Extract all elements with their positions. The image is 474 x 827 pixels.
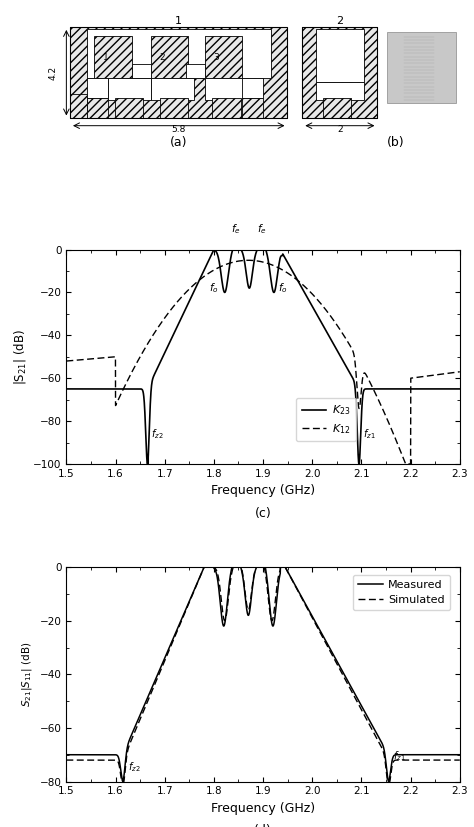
Simulated — [251, 573, 256, 583]
Measured — [229, 563, 235, 573]
Measured — [64, 750, 69, 760]
Bar — [302, 27, 377, 118]
$K_{12}$ — [64, 356, 69, 366]
Text: (c): (c) — [255, 507, 272, 520]
Y-axis label: |S$_{21}$| (dB): |S$_{21}$| (dB) — [11, 329, 27, 385]
Bar — [323, 98, 351, 118]
Text: $f_{z1}$: $f_{z1}$ — [393, 749, 406, 763]
Bar — [302, 27, 377, 118]
Bar — [151, 79, 194, 100]
Bar — [70, 94, 87, 118]
X-axis label: Frequency (GHz): Frequency (GHz) — [211, 802, 315, 815]
Bar — [115, 98, 143, 118]
Simulated — [118, 777, 124, 786]
Line: $K_{23}$: $K_{23}$ — [66, 243, 460, 464]
Line: Simulated: Simulated — [66, 558, 460, 782]
$K_{23}$ — [349, 372, 355, 382]
$K_{12}$ — [349, 345, 355, 355]
$K_{23}$ — [145, 459, 150, 469]
Text: 3: 3 — [213, 53, 219, 62]
Bar — [316, 82, 364, 100]
Simulated — [232, 557, 238, 566]
Bar — [205, 79, 248, 100]
$K_{23}$ — [64, 384, 69, 394]
Bar — [387, 32, 456, 103]
$K_{23}$ — [251, 261, 256, 271]
Bar — [70, 27, 287, 118]
$K_{12}$ — [232, 257, 237, 267]
X-axis label: Frequency (GHz): Frequency (GHz) — [211, 485, 315, 497]
Legend: $K_{23}$, $K_{12}$: $K_{23}$, $K_{12}$ — [296, 398, 356, 442]
Bar — [160, 98, 188, 118]
Text: 4.2: 4.2 — [49, 65, 58, 79]
Simulated — [349, 687, 355, 697]
Measured — [232, 552, 237, 562]
Y-axis label: $S_{21}$|$S_{11}$| (dB): $S_{21}$|$S_{11}$| (dB) — [20, 642, 34, 707]
Bar — [87, 98, 108, 118]
$K_{12}$ — [445, 368, 451, 378]
Text: 2: 2 — [337, 126, 343, 135]
Bar — [87, 79, 108, 98]
Simulated — [235, 553, 240, 563]
Text: $f_e$: $f_e$ — [257, 222, 267, 236]
Line: $K_{12}$: $K_{12}$ — [66, 261, 460, 464]
Bar — [205, 36, 243, 79]
Measured — [457, 750, 463, 760]
Bar — [151, 36, 188, 79]
Simulated — [229, 568, 235, 578]
Measured — [233, 552, 239, 562]
$K_{23}$ — [259, 238, 265, 248]
Simulated — [64, 755, 69, 765]
Text: 2: 2 — [337, 16, 344, 26]
Bar — [70, 27, 287, 118]
Text: 1: 1 — [175, 16, 182, 26]
Legend: Measured, Simulated: Measured, Simulated — [353, 575, 450, 610]
Bar — [132, 64, 151, 79]
Text: $f_o$: $f_o$ — [209, 281, 219, 295]
$K_{23}$ — [445, 384, 451, 394]
$K_{23}$ — [426, 384, 431, 394]
Line: Measured: Measured — [66, 557, 460, 782]
$K_{12}$ — [403, 459, 409, 469]
$K_{23}$ — [229, 248, 235, 258]
Measured — [445, 750, 451, 760]
Bar — [108, 79, 151, 100]
$K_{12}$ — [251, 256, 256, 265]
Measured — [426, 750, 431, 760]
Text: (d): (d) — [254, 825, 272, 827]
Text: $f_{z2}$: $f_{z2}$ — [151, 427, 164, 441]
Text: $f_e$: $f_e$ — [231, 222, 241, 236]
Bar — [87, 30, 271, 79]
Bar — [243, 98, 263, 118]
Text: 1: 1 — [103, 53, 109, 62]
Bar — [243, 79, 263, 98]
Simulated — [426, 755, 431, 765]
Text: (b): (b) — [387, 136, 405, 149]
Measured — [349, 684, 355, 694]
Measured — [386, 777, 392, 786]
Text: $f_o$: $f_o$ — [278, 281, 288, 295]
Measured — [251, 575, 256, 585]
Text: 5.8: 5.8 — [172, 126, 186, 135]
Bar — [186, 64, 205, 79]
$K_{23}$ — [232, 239, 238, 249]
Bar — [212, 98, 241, 118]
Text: 2: 2 — [159, 53, 165, 62]
Text: $f_{z1}$: $f_{z1}$ — [363, 427, 375, 441]
$K_{12}$ — [457, 367, 463, 377]
Simulated — [445, 755, 451, 765]
Text: $f_{z2}$: $f_{z2}$ — [128, 760, 140, 774]
$K_{23}$ — [457, 384, 463, 394]
Simulated — [457, 755, 463, 765]
$K_{12}$ — [246, 256, 251, 265]
$K_{12}$ — [426, 371, 431, 381]
Bar — [287, 27, 302, 118]
$K_{12}$ — [229, 258, 235, 268]
Bar — [94, 36, 132, 79]
Text: (a): (a) — [170, 136, 188, 149]
Bar — [316, 30, 364, 82]
